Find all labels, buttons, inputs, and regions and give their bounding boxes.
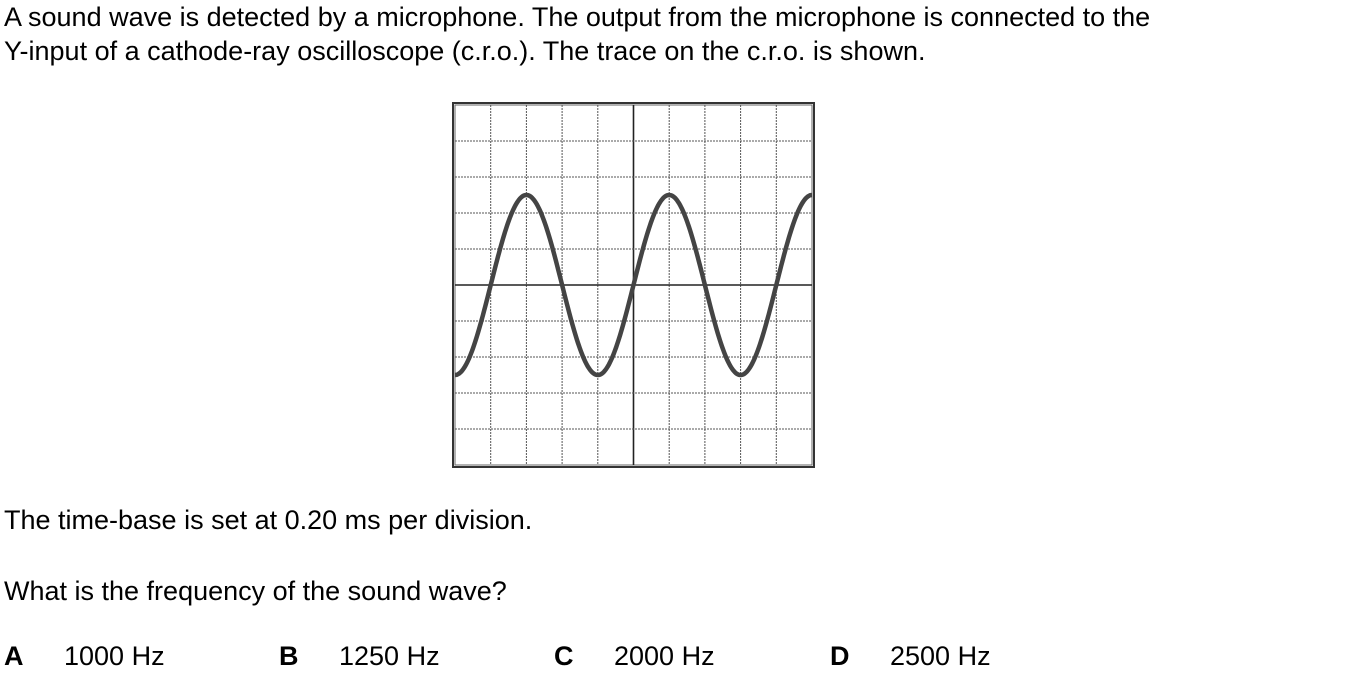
option-c-value: 2000 Hz [614,641,715,671]
oscilloscope-frame [452,102,815,468]
option-b-value: 1250 Hz [339,641,440,671]
oscilloscope-trace-figure [452,102,815,468]
question-intro-line-2: Y-input of a cathode-ray oscilloscope (c… [4,36,926,66]
sound-wave-trace [454,192,813,378]
question-intro-line-1: A sound wave is detected by a microphone… [4,2,1151,32]
option-c-letter: C [554,641,574,671]
option-d-letter: D [830,641,850,671]
option-b-letter: B [279,641,299,671]
option-a-letter: A [4,641,24,671]
option-d-value: 2500 Hz [890,641,991,671]
timebase-statement: The time-base is set at 0.20 ms per divi… [4,505,533,535]
option-a-value: 1000 Hz [64,641,165,671]
question-prompt: What is the frequency of the sound wave? [4,576,507,606]
